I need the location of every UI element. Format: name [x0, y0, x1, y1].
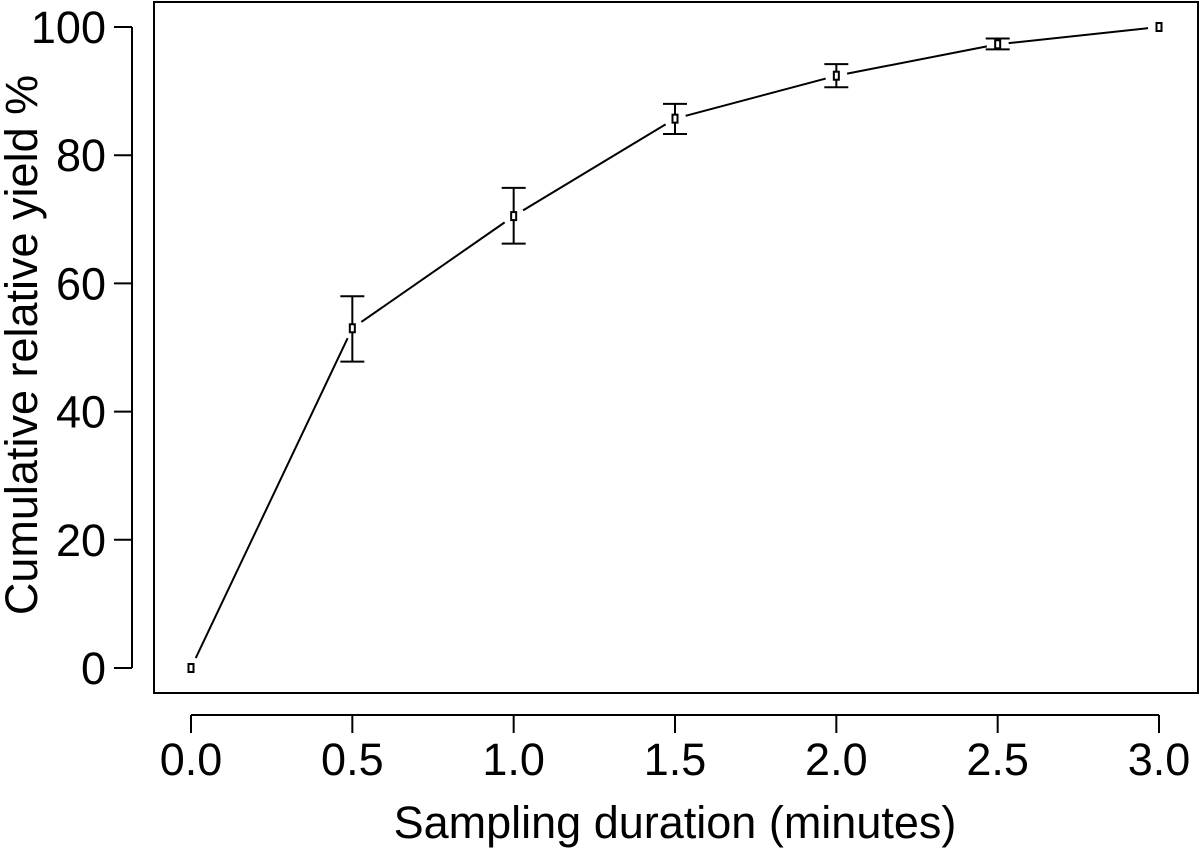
- series-line-segment: [360, 221, 506, 323]
- series-group: [187, 22, 1163, 673]
- plot-frame: [153, 1, 1199, 694]
- data-point: [1155, 22, 1163, 32]
- x-axis-label: Sampling duration (minutes): [394, 797, 957, 848]
- y-axis-label: Cumulative relative yield %: [0, 75, 47, 615]
- data-point: [187, 663, 195, 673]
- data-point: [510, 211, 518, 222]
- data-point: [671, 113, 679, 124]
- y-tick-label: 60: [56, 258, 106, 309]
- y-tick-label: 100: [31, 2, 106, 53]
- x-axis: 0.0 0.5 1.0 1.5 2.0 2.5 3.0: [160, 714, 1191, 785]
- data-point: [348, 323, 356, 334]
- x-tick-label: 0.0: [160, 734, 223, 785]
- x-tick-label: 2.0: [805, 734, 868, 785]
- data-point: [832, 70, 840, 81]
- x-tick-label: 1.0: [482, 734, 545, 785]
- data-point: [994, 39, 1002, 50]
- series-line-segment: [685, 77, 826, 117]
- y-tick-label: 40: [56, 387, 106, 438]
- series-line-segment: [194, 337, 349, 659]
- series-line-segment: [846, 45, 988, 75]
- y-tick-label: 20: [56, 515, 106, 566]
- x-tick-label: 2.5: [966, 734, 1029, 785]
- x-tick-label: 1.5: [644, 734, 707, 785]
- series-line-segment: [522, 123, 667, 212]
- y-tick-label: 0: [81, 643, 106, 694]
- series-line-segment: [1008, 27, 1149, 45]
- y-tick-label: 80: [56, 130, 106, 181]
- y-axis: 0 20 40 60 80 100: [31, 2, 133, 694]
- x-tick-label: 3.0: [1128, 734, 1191, 785]
- x-tick-label: 0.5: [321, 734, 384, 785]
